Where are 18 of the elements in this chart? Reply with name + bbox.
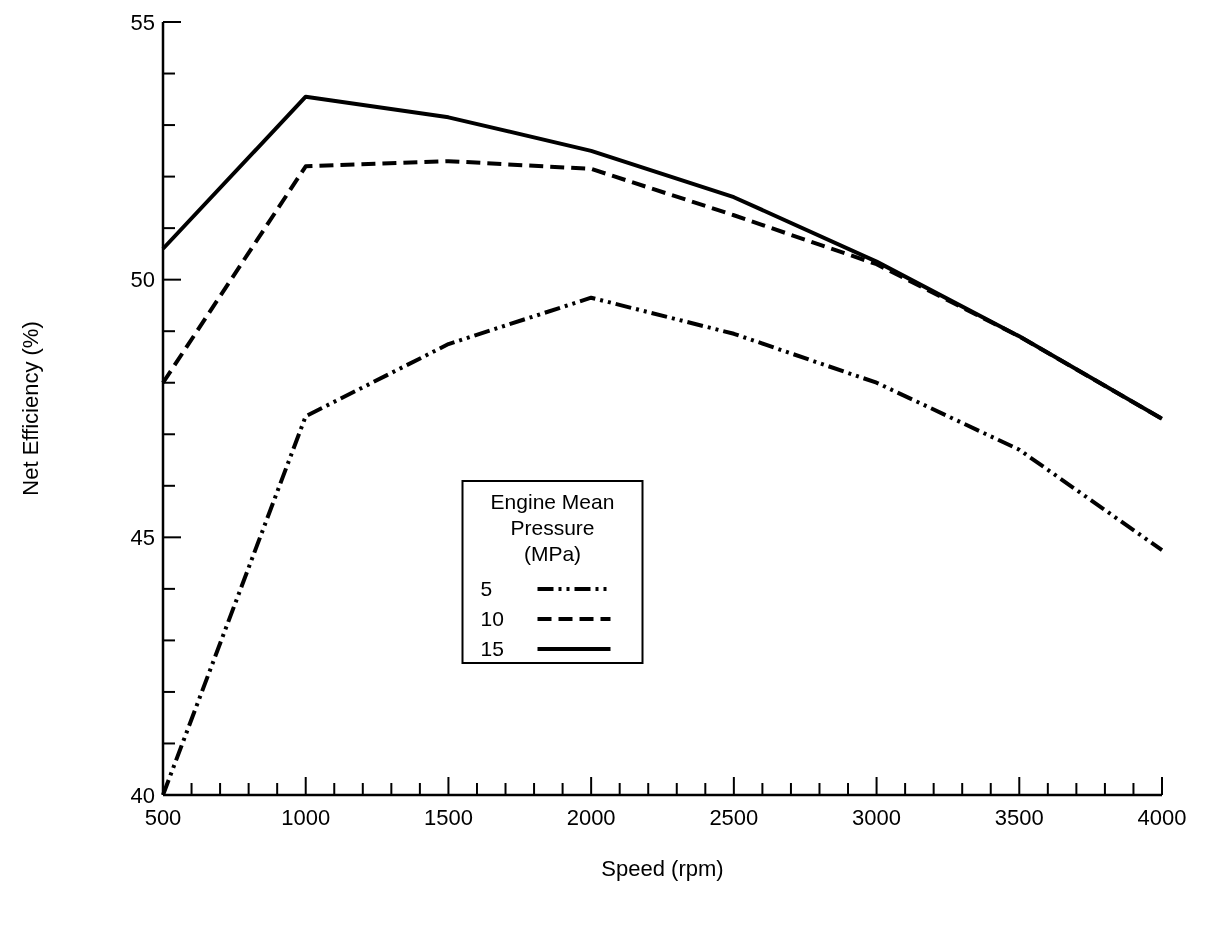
x-tick-label: 3000 [852,805,902,830]
x-tick-label: 2500 [709,805,759,830]
x-tick-label: 1500 [423,805,473,830]
x-tick-label: 4000 [1137,805,1187,830]
x-tick-label: 3500 [994,805,1044,830]
legend-title: Engine Mean Pressure (MPa) [490,490,615,565]
y-axis-title: Net Efficiency (%) [18,321,43,496]
x-axis-title: Speed (rpm) [601,856,724,881]
y-tick-label: 40 [130,782,155,808]
y-tick-label: 55 [130,9,155,35]
legend-label: 15 [480,637,504,661]
y-tick-label: 50 [130,267,155,293]
x-tick-label: 1000 [281,805,331,830]
x-tick-label: 2000 [566,805,616,830]
x-tick-label: 500 [144,805,182,830]
legend-label: 10 [480,607,504,631]
legend-label: 5 [480,577,493,601]
y-tick-label: 45 [130,525,155,551]
